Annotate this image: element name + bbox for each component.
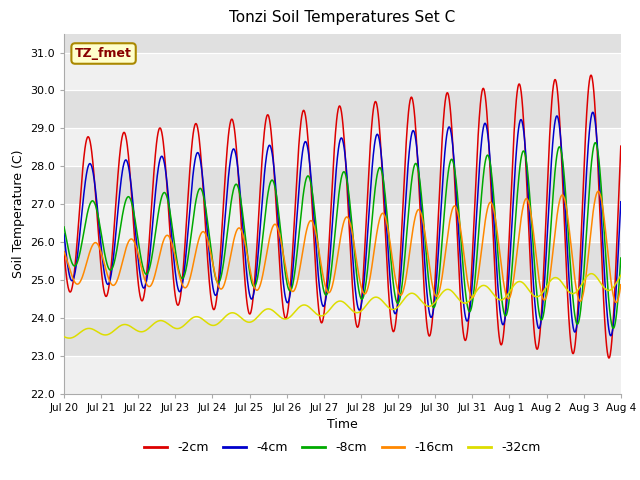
Bar [64,52,621,90]
X-axis label: Time: Time [327,418,358,431]
Bar [64,128,621,166]
Bar [64,356,621,394]
Text: TZ_fmet: TZ_fmet [75,47,132,60]
Legend: -2cm, -4cm, -8cm, -16cm, -32cm: -2cm, -4cm, -8cm, -16cm, -32cm [140,436,545,459]
Bar [64,166,621,204]
Y-axis label: Soil Temperature (C): Soil Temperature (C) [12,149,24,278]
Title: Tonzi Soil Temperatures Set C: Tonzi Soil Temperatures Set C [229,11,456,25]
Bar [64,280,621,318]
Bar [64,90,621,128]
Bar [64,318,621,356]
Bar [64,242,621,280]
Bar [64,204,621,242]
